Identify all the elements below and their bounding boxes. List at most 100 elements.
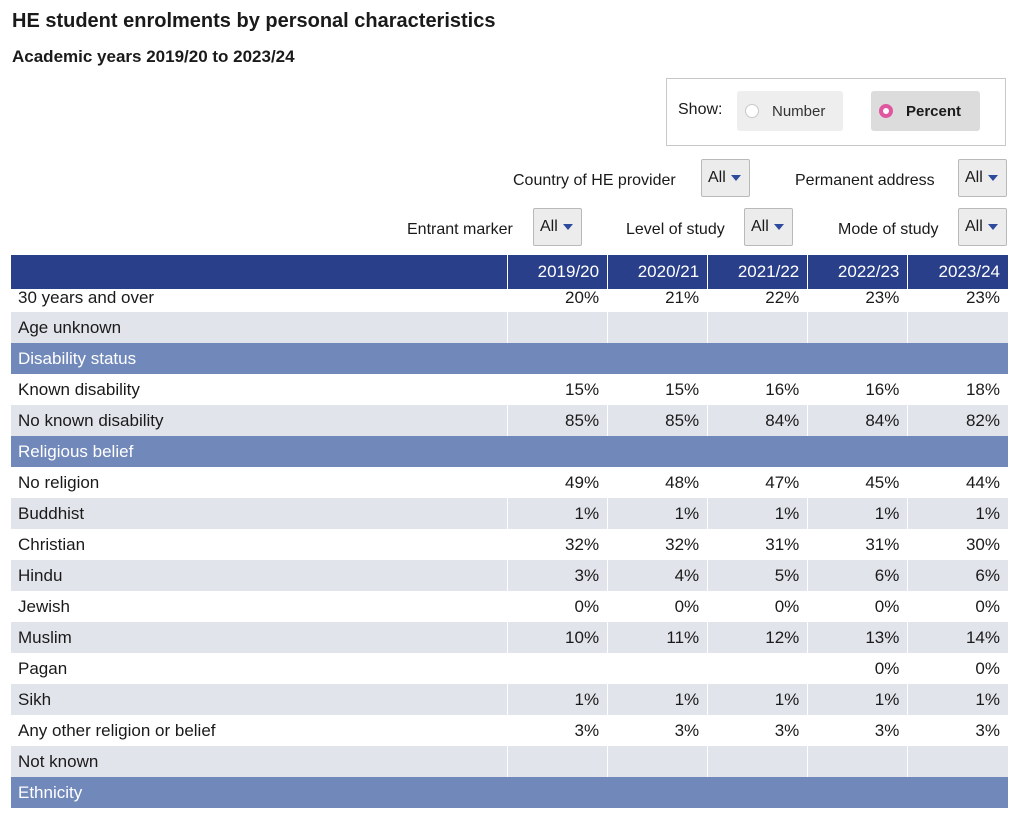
section-header-row: Religious belief bbox=[11, 436, 1008, 467]
table-cell bbox=[807, 312, 908, 343]
table-cell: 0% bbox=[807, 653, 908, 684]
column-header: 2021/22 bbox=[707, 255, 808, 289]
section-header-row: Disability status bbox=[11, 343, 1008, 374]
caret-down-icon bbox=[562, 224, 573, 230]
row-label: Pagan bbox=[11, 653, 508, 684]
table-cell: 15% bbox=[607, 374, 708, 405]
level-of-study-filter-label: Level of study bbox=[626, 221, 725, 238]
data-table-scroll-area[interactable]: 2019/20 2020/21 2021/22 2022/23 2023/24 … bbox=[11, 255, 1008, 818]
table-cell: 5% bbox=[707, 560, 808, 591]
row-label: 30 years and over bbox=[11, 289, 508, 312]
show-number-option[interactable]: Number bbox=[737, 91, 843, 131]
table-cell: 85% bbox=[506, 405, 608, 436]
permanent-address-filter-select[interactable]: All bbox=[958, 159, 1007, 197]
level-of-study-filter-select[interactable]: All bbox=[744, 208, 793, 246]
table-body: 30 years and over 20% 21% 22% 23% 23% Age unkn… bbox=[11, 289, 1008, 818]
permanent-address-filter-value: All bbox=[965, 169, 983, 186]
country-filter-select[interactable]: All bbox=[701, 159, 750, 197]
table-cell bbox=[607, 312, 708, 343]
table-row: Jewish 0% 0% 0% 0% 0% bbox=[11, 591, 1008, 622]
entrant-marker-filter-label: Entrant marker bbox=[407, 221, 513, 238]
caret-down-icon bbox=[730, 175, 741, 181]
show-percent-option[interactable]: Percent bbox=[871, 91, 980, 131]
row-label: Age unknown bbox=[11, 312, 508, 343]
table-cell: 12% bbox=[707, 622, 808, 653]
caret-down-icon bbox=[773, 224, 784, 230]
row-label: No religion bbox=[11, 467, 508, 498]
table-cell: 23% bbox=[907, 289, 1008, 312]
column-header: 2020/21 bbox=[607, 255, 708, 289]
table-cell: 3% bbox=[607, 715, 708, 746]
table-cell bbox=[506, 312, 608, 343]
row-label: White bbox=[11, 808, 508, 818]
table-cell: 18% bbox=[907, 374, 1008, 405]
table-cell: 16% bbox=[707, 374, 808, 405]
table-cell: 11% bbox=[607, 622, 708, 653]
table-cell: 48% bbox=[607, 467, 708, 498]
table-cell: 47% bbox=[707, 467, 808, 498]
table-cell: 84% bbox=[807, 405, 908, 436]
table-cell: 20% bbox=[506, 289, 608, 312]
table-row: 30 years and over 20% 21% 22% 23% 23% bbox=[11, 289, 1008, 312]
row-label: Known disability bbox=[11, 374, 508, 405]
table-cell: 23% bbox=[807, 289, 908, 312]
column-header: 2022/23 bbox=[807, 255, 908, 289]
table-cell: 30% bbox=[907, 529, 1008, 560]
page-subtitle: Academic years 2019/20 to 2023/24 bbox=[12, 47, 295, 66]
table-cell: 1% bbox=[607, 498, 708, 529]
table-row: White74%74%73%72%70% bbox=[11, 808, 1008, 818]
row-label: Muslim bbox=[11, 622, 508, 653]
section-header-label: Religious belief bbox=[11, 436, 1008, 467]
table-cell: 0% bbox=[707, 591, 808, 622]
table-cell: 3% bbox=[506, 715, 608, 746]
table-cell: 1% bbox=[807, 684, 908, 715]
table-cell: 85% bbox=[607, 405, 708, 436]
permanent-address-filter-label: Permanent address bbox=[795, 172, 935, 189]
table-row: Not known bbox=[11, 746, 1008, 777]
table-row: Muslim 10% 11% 12% 13% 14% bbox=[11, 622, 1008, 653]
row-label: Jewish bbox=[11, 591, 508, 622]
table-cell: 6% bbox=[907, 560, 1008, 591]
column-header: 2023/24 bbox=[907, 255, 1008, 289]
table-cell bbox=[506, 746, 608, 777]
table-cell: 3% bbox=[506, 560, 608, 591]
table-cell: 72% bbox=[807, 808, 908, 818]
radio-unselected-icon bbox=[745, 104, 759, 118]
table-cell: 21% bbox=[607, 289, 708, 312]
table-cell: 1% bbox=[907, 498, 1008, 529]
table-cell bbox=[907, 746, 1008, 777]
table-row: Hindu 3% 4% 5% 6% 6% bbox=[11, 560, 1008, 591]
table-row: Christian 32% 32% 31% 31% 30% bbox=[11, 529, 1008, 560]
table-cell: 1% bbox=[506, 684, 608, 715]
mode-of-study-filter-label: Mode of study bbox=[838, 221, 939, 238]
column-header: 2019/20 bbox=[506, 255, 608, 289]
table-cell: 73% bbox=[707, 808, 808, 818]
table-cell: 3% bbox=[907, 715, 1008, 746]
table-cell: 44% bbox=[907, 467, 1008, 498]
table-cell: 1% bbox=[707, 498, 808, 529]
table-cell bbox=[707, 746, 808, 777]
caret-down-icon bbox=[987, 175, 998, 181]
entrant-marker-filter-value: All bbox=[540, 218, 558, 235]
row-label: Any other religion or belief bbox=[11, 715, 508, 746]
table-cell: 15% bbox=[506, 374, 608, 405]
table-cell: 45% bbox=[807, 467, 908, 498]
table-cell: 70% bbox=[907, 808, 1008, 818]
table-cell: 22% bbox=[707, 289, 808, 312]
entrant-marker-filter-select[interactable]: All bbox=[533, 208, 582, 246]
table-row: Age unknown bbox=[11, 312, 1008, 343]
table-cell: 31% bbox=[807, 529, 908, 560]
page-title: HE student enrolments by personal charac… bbox=[12, 10, 496, 32]
table-cell bbox=[607, 653, 708, 684]
row-label: Christian bbox=[11, 529, 508, 560]
table-cell: 0% bbox=[907, 591, 1008, 622]
section-header-label: Disability status bbox=[11, 343, 1008, 374]
table-cell: 0% bbox=[807, 591, 908, 622]
mode-of-study-filter-select[interactable]: All bbox=[958, 208, 1007, 246]
table-cell: 32% bbox=[506, 529, 608, 560]
table-cell bbox=[506, 653, 608, 684]
table-cell: 1% bbox=[506, 498, 608, 529]
table-cell: 49% bbox=[506, 467, 608, 498]
table-cell: 0% bbox=[506, 591, 608, 622]
row-label: No known disability bbox=[11, 405, 508, 436]
